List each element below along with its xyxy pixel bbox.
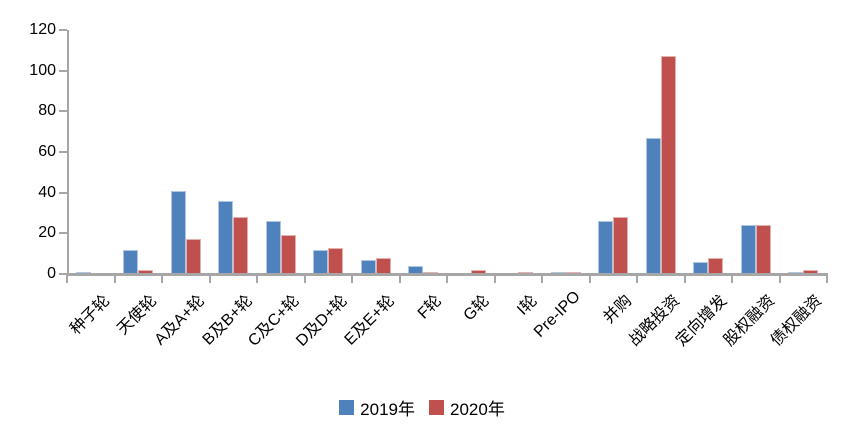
- y-axis-tick: [59, 110, 67, 113]
- y-tick-label: 0: [47, 265, 56, 282]
- bar-2020: [660, 56, 676, 276]
- bar-2019: [360, 259, 376, 276]
- y-tick-label: 100: [29, 61, 56, 79]
- x-axis-tick: [493, 276, 496, 283]
- x-axis-line: [66, 273, 828, 276]
- bar-2019: [408, 265, 424, 276]
- y-axis-line: [67, 30, 69, 276]
- x-tick-label: A及A+轮: [151, 292, 209, 349]
- y-axis-tick: [59, 232, 67, 235]
- x-axis-tick: [588, 276, 591, 283]
- y-tick-label: 120: [29, 21, 56, 38]
- x-axis-tick: [541, 276, 543, 283]
- y-axis-tick: [59, 151, 67, 153]
- y-tick-label: 40: [38, 183, 56, 201]
- legend-item-2019: 2019年: [339, 395, 415, 420]
- bar-2019: [265, 221, 281, 276]
- x-tick-label: 定向增发: [673, 292, 731, 350]
- bar-2020: [233, 217, 249, 276]
- bar-2019: [218, 200, 234, 276]
- y-axis-tick: [59, 69, 67, 72]
- x-axis-tick: [303, 276, 306, 283]
- bar-2019: [645, 137, 661, 276]
- y-axis-tick: [59, 29, 67, 31]
- x-axis-tick: [446, 276, 448, 283]
- x-axis-tick: [113, 276, 116, 283]
- y-axis-tick: [59, 191, 67, 194]
- bar-2020: [708, 257, 724, 276]
- x-axis-tick: [826, 276, 828, 283]
- y-tick-label: 80: [38, 102, 56, 120]
- x-axis-tick: [778, 276, 781, 283]
- bar-2020: [280, 235, 296, 276]
- x-axis-tick: [683, 276, 686, 283]
- legend-swatch-icon: [339, 399, 355, 415]
- x-tick-label: 种子轮: [67, 292, 114, 339]
- y-axis-tick: [59, 273, 67, 275]
- bar-2019: [123, 249, 139, 276]
- x-tick-label: 战略投资: [625, 292, 684, 350]
- x-tick-label: F轮: [415, 292, 446, 323]
- legend: 2019年 2020年: [0, 395, 844, 420]
- x-tick-label: 并购: [600, 292, 636, 327]
- bar-2020: [755, 225, 771, 276]
- x-axis-tick: [208, 276, 211, 283]
- bar-2019: [313, 249, 329, 276]
- x-axis-tick: [161, 276, 163, 283]
- x-axis-tick: [256, 276, 258, 283]
- bar-2020: [138, 269, 154, 276]
- x-tick-label: I轮: [514, 292, 541, 319]
- bar-2019: [170, 190, 186, 276]
- x-axis-tick: [636, 276, 638, 283]
- x-axis-tick: [398, 276, 401, 283]
- legend-label: 2019年: [360, 399, 415, 419]
- bar-2020: [803, 269, 819, 276]
- bar-2020: [375, 257, 391, 276]
- x-tick-label: 股权融资: [720, 292, 779, 350]
- legend-item-2020: 2020年: [429, 395, 505, 420]
- x-axis-tick: [66, 276, 68, 283]
- x-tick-label: Pre-IPO: [530, 288, 584, 341]
- bar-2019: [740, 225, 756, 276]
- legend-swatch-icon: [429, 399, 444, 415]
- x-tick-label: E及E+轮: [341, 292, 399, 349]
- bar-2019: [693, 261, 709, 276]
- legend-label: 2020年: [450, 399, 505, 419]
- x-tick-label: D及D+轮: [292, 292, 351, 350]
- x-axis-tick: [351, 276, 353, 283]
- bar-2020: [613, 217, 629, 276]
- x-tick-label: 债权融资: [768, 292, 826, 350]
- bar-2020: [185, 239, 201, 276]
- x-tick-label: G轮: [460, 292, 494, 325]
- y-tick-label: 20: [38, 224, 56, 242]
- y-tick-label: 60: [38, 143, 56, 160]
- bar-2020: [328, 247, 344, 276]
- x-axis-tick: [731, 276, 733, 283]
- x-tick-label: C及C+轮: [245, 292, 304, 350]
- bar-2019: [598, 221, 614, 276]
- bar-2020: [470, 269, 486, 276]
